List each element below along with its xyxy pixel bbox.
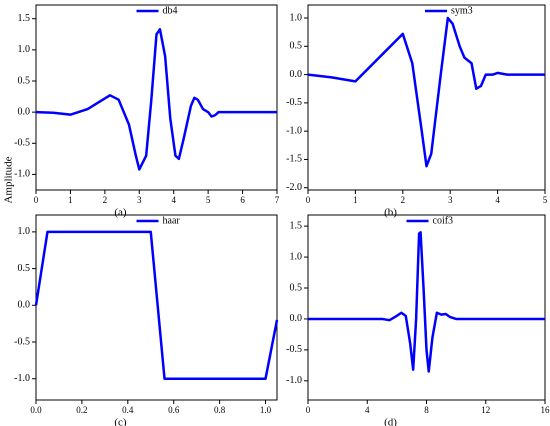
data-line xyxy=(307,16,545,168)
y-tick-label: -1.0 xyxy=(286,375,302,386)
y-tick-label: -0.5 xyxy=(14,336,30,347)
x-tick-label: 0 xyxy=(306,195,311,205)
x-tick-label: 4 xyxy=(171,195,176,205)
y-tick-label: 1.5 xyxy=(18,13,31,24)
x-tick-label: 5 xyxy=(206,195,211,205)
y-tick-label: 0.5 xyxy=(18,263,31,274)
x-tick-label: 16 xyxy=(541,405,550,415)
y-tick-label: 0.0 xyxy=(290,69,303,80)
y-tick-label: 1.0 xyxy=(18,44,31,55)
panel-caption: (a) xyxy=(114,207,127,219)
y-tick-label: -1.0 xyxy=(14,373,30,384)
panel-caption: (d) xyxy=(384,417,397,426)
y-tick-label: -0.5 xyxy=(14,138,30,149)
x-tick-label: 1 xyxy=(68,195,73,205)
y-tick-label: 0.0 xyxy=(18,300,31,311)
y-tick-label: -0.5 xyxy=(286,344,302,355)
x-tick-label: 4 xyxy=(495,195,500,205)
x-tick-label: 0 xyxy=(34,195,39,205)
x-tick-label: 5 xyxy=(543,195,548,205)
x-tick-label: 0.0 xyxy=(30,405,42,415)
panel-caption: (c) xyxy=(114,417,127,426)
plot-frame xyxy=(35,214,278,401)
panel-caption: (b) xyxy=(384,207,397,219)
x-tick-label: 6 xyxy=(240,195,245,205)
y-tick-label: 1.0 xyxy=(290,12,303,23)
x-tick-label: 0.6 xyxy=(168,405,180,415)
legend-label: sym3 xyxy=(451,5,473,16)
legend-label: coif3 xyxy=(433,215,454,226)
data-line xyxy=(308,231,545,373)
x-tick-label: 12 xyxy=(481,405,490,415)
plot-frame xyxy=(35,4,278,191)
x-tick-label: 2 xyxy=(401,195,406,205)
x-tick-label: 1 xyxy=(353,195,358,205)
y-tick-label: 1.5 xyxy=(290,220,303,231)
x-tick-label: 8 xyxy=(424,405,429,415)
y-tick-label: 0.0 xyxy=(18,106,31,117)
x-tick-label: 0.8 xyxy=(214,405,226,415)
x-tick-label: 0.2 xyxy=(76,405,87,415)
y-tick-label: 1.0 xyxy=(290,251,303,262)
plot-frame xyxy=(307,4,546,191)
data-line xyxy=(34,230,279,380)
y-tick-label: 0.5 xyxy=(18,75,31,86)
y-tick-label: -1.0 xyxy=(14,169,30,180)
y-tick-label: -2.0 xyxy=(286,182,302,193)
x-tick-label: 7 xyxy=(275,195,280,205)
x-tick-label: 1.0 xyxy=(260,405,272,415)
x-tick-label: 0.4 xyxy=(122,405,134,415)
y-tick-label: 1.0 xyxy=(18,226,31,237)
y-tick-label: 0.0 xyxy=(290,313,303,324)
x-tick-label: 4 xyxy=(365,405,370,415)
data-line xyxy=(35,28,277,171)
y-axis-label: Amplitude xyxy=(3,156,15,203)
y-tick-label: 0.5 xyxy=(290,41,303,52)
x-tick-label: 0 xyxy=(306,405,311,415)
y-tick-label: -0.5 xyxy=(286,97,302,108)
plot-frame xyxy=(307,214,546,401)
y-tick-label: -1.5 xyxy=(286,154,302,165)
legend-label: haar xyxy=(163,215,181,226)
y-tick-label: 0.5 xyxy=(290,282,303,293)
y-tick-label: -1.0 xyxy=(286,125,302,136)
legend-label: db4 xyxy=(163,5,178,16)
x-tick-label: 3 xyxy=(448,195,453,205)
x-tick-label: 2 xyxy=(103,195,108,205)
x-tick-label: 3 xyxy=(137,195,142,205)
